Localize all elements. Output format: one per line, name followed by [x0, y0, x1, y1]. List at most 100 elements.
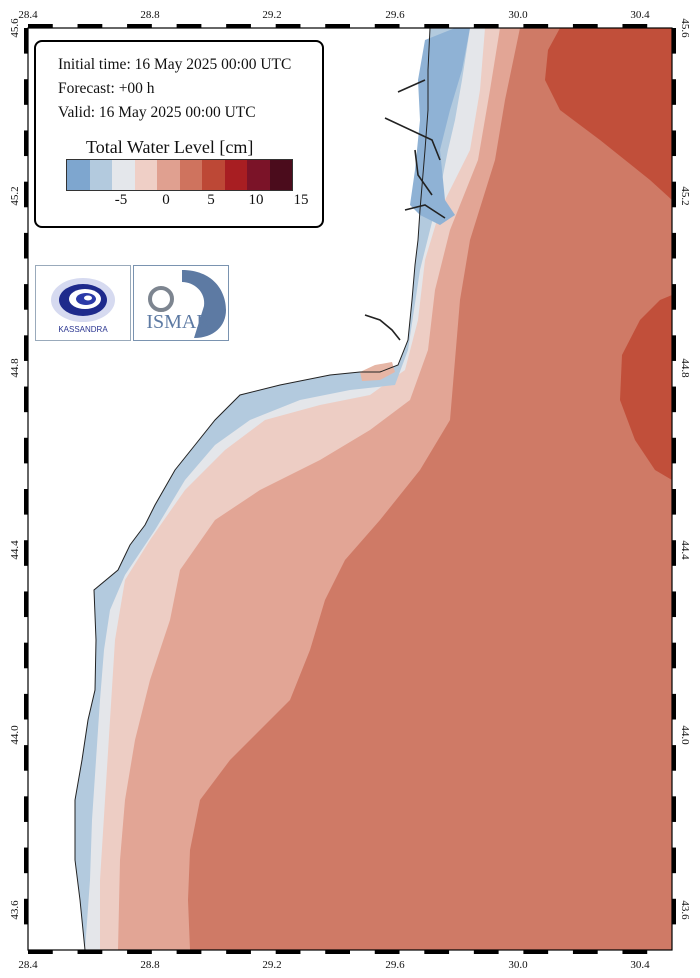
color-bar-label: 10 [248, 192, 264, 208]
border-segment [672, 130, 676, 157]
border-segment [672, 386, 676, 413]
color-bar-swatch [112, 160, 135, 190]
border-segment [622, 950, 648, 954]
color-bar-swatch [67, 160, 90, 190]
border-segment [226, 950, 251, 954]
border-segment [672, 181, 676, 208]
lat-label-left: 44.0 [9, 725, 21, 745]
border-segment [672, 489, 676, 515]
border-segment [24, 232, 28, 259]
lon-label-bottom: 30.4 [630, 959, 650, 971]
border-segment [672, 79, 676, 105]
border-segment [325, 24, 350, 28]
border-segment [572, 950, 598, 954]
color-bar [66, 159, 293, 191]
border-segment [622, 24, 648, 28]
border-segment [374, 24, 400, 28]
border-segment [176, 950, 202, 954]
lat-label-left: 45.2 [9, 186, 21, 205]
border-segment [24, 540, 28, 566]
border-segment [24, 489, 28, 515]
border-segment [127, 950, 152, 954]
border-segment [672, 591, 676, 618]
border-segment [672, 540, 676, 566]
lon-label-bottom: 28.8 [140, 959, 160, 971]
lon-label-top: 30.0 [508, 9, 528, 21]
color-bar-swatch [157, 160, 180, 190]
border-segment [473, 24, 499, 28]
color-bar-label: 15 [293, 192, 309, 208]
offshore-high-north [545, 28, 672, 200]
border-segment [672, 745, 676, 771]
border-segment [24, 335, 28, 361]
color-bar-swatch [247, 160, 270, 190]
border-segment [424, 24, 450, 28]
coastline [74, 28, 431, 950]
border-segment [523, 24, 549, 28]
lon-label-bottom: 30.0 [508, 959, 528, 971]
border-segment [77, 24, 103, 28]
border-segment [24, 181, 28, 208]
kassandra-logo: KASSANDRA [35, 265, 131, 341]
border-segment [473, 950, 499, 954]
border-segment [672, 898, 676, 925]
border-segment [24, 745, 28, 771]
lat-label-left: 44.8 [9, 358, 21, 378]
kassandra-swirl-icon: KASSANDRA [51, 278, 115, 334]
lon-label-bottom: 29.2 [262, 959, 281, 971]
border-segment [127, 24, 152, 28]
border-segment [275, 24, 301, 28]
border-segment [176, 24, 202, 28]
color-bar-label: 0 [162, 192, 170, 208]
map-border-ticks [24, 24, 676, 954]
lon-label-top: 29.6 [385, 9, 405, 21]
border-segment [672, 335, 676, 361]
lat-label-right: 45.2 [679, 186, 691, 205]
border-segment [28, 950, 53, 954]
border-segment [24, 591, 28, 618]
initial-time-text: Initial time: 16 May 2025 00:00 UTC [58, 56, 292, 73]
border-segment [672, 693, 676, 720]
border-segment [24, 28, 28, 54]
color-bar-swatch [269, 160, 292, 190]
color-bar-label: 5 [207, 192, 215, 208]
sea-field [74, 28, 672, 950]
border-segment [672, 642, 676, 669]
border-segment [28, 24, 53, 28]
ismar-logo-text: ISMAR [146, 311, 210, 333]
border-segment [24, 642, 28, 669]
ismar-logo: ISMAR [133, 265, 229, 341]
border-segment [325, 950, 350, 954]
lon-label-top: 28.4 [18, 9, 38, 21]
border-segment [24, 898, 28, 925]
border-segment [275, 950, 301, 954]
valid-time-text: Valid: 16 May 2025 00:00 UTC [58, 104, 256, 121]
border-segment [523, 950, 549, 954]
border-segment [672, 437, 676, 464]
river-channels [364, 79, 446, 341]
border-segment [672, 28, 676, 54]
forecast-text: Forecast: +00 h [58, 80, 155, 97]
border-segment [672, 232, 676, 259]
lat-label-right: 43.6 [679, 900, 691, 920]
lat-label-right: 45.6 [679, 18, 691, 38]
border-segment [24, 693, 28, 720]
color-bar-swatch [179, 160, 202, 190]
lon-label-top: 29.2 [262, 9, 281, 21]
info-panel: Initial time: 16 May 2025 00:00 UTC Fore… [34, 40, 324, 228]
border-segment [374, 950, 400, 954]
kassandra-logo-text: KASSANDRA [58, 325, 108, 334]
color-bar-swatch [224, 160, 247, 190]
border-segment [424, 950, 450, 954]
border-segment [24, 437, 28, 464]
lon-label-top: 28.8 [140, 9, 160, 21]
border-segment [24, 79, 28, 105]
border-segment [24, 796, 28, 822]
color-bar-label: -5 [114, 192, 128, 208]
border-segment [77, 950, 103, 954]
border-segment [672, 284, 676, 310]
lat-label-left: 45.6 [9, 18, 21, 38]
band-1 [75, 28, 520, 950]
lat-label-left: 44.4 [9, 540, 21, 560]
